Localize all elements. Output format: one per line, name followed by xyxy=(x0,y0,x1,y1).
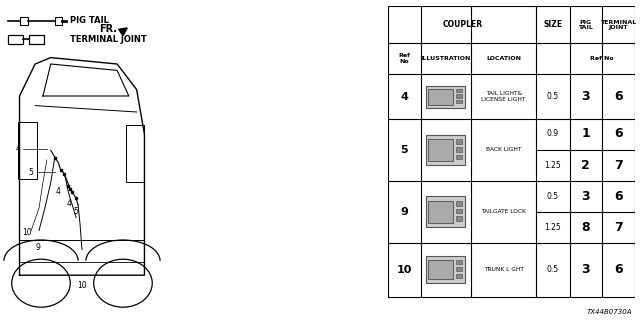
Text: BACK LIGHT: BACK LIGHT xyxy=(486,148,522,153)
Text: 10: 10 xyxy=(397,265,412,275)
Text: 8: 8 xyxy=(581,221,590,234)
Text: 0.5: 0.5 xyxy=(547,265,559,274)
Bar xyxy=(456,216,462,221)
Text: 7: 7 xyxy=(614,221,623,234)
Text: Ref No: Ref No xyxy=(591,56,614,61)
Text: 7: 7 xyxy=(614,159,623,172)
Bar xyxy=(18,122,36,179)
Text: 4: 4 xyxy=(55,188,60,196)
Bar xyxy=(127,125,144,182)
Text: FR.: FR. xyxy=(99,24,117,34)
Text: 1: 1 xyxy=(581,127,590,140)
Bar xyxy=(456,139,462,144)
Text: TAIL LIGHT&
LICENSE LIGHT: TAIL LIGHT& LICENSE LIGHT xyxy=(481,91,526,102)
Text: 0.5: 0.5 xyxy=(547,92,559,101)
Text: TRUNK L GHT: TRUNK L GHT xyxy=(484,267,524,272)
Text: 5: 5 xyxy=(28,168,33,177)
Bar xyxy=(456,155,462,159)
Text: 6: 6 xyxy=(614,263,623,276)
Text: TERMINAL
JOINT: TERMINAL JOINT xyxy=(600,20,636,30)
Bar xyxy=(456,209,462,213)
Text: ILLUSTRATION: ILLUSTRATION xyxy=(420,56,471,61)
Bar xyxy=(456,89,462,92)
Bar xyxy=(456,260,462,264)
Text: 9: 9 xyxy=(401,207,408,217)
Text: 5: 5 xyxy=(74,207,79,216)
Text: 0.5: 0.5 xyxy=(547,192,559,201)
Bar xyxy=(428,89,453,105)
Bar xyxy=(428,139,453,161)
Text: LOCATION: LOCATION xyxy=(486,56,521,61)
Text: 4: 4 xyxy=(401,92,408,102)
Text: 2: 2 xyxy=(581,159,590,172)
Bar xyxy=(19,17,28,25)
Text: 1.25: 1.25 xyxy=(545,223,561,232)
Text: SIZE: SIZE xyxy=(543,20,563,29)
Text: 3: 3 xyxy=(581,263,590,276)
Text: TERMINAL JOINT: TERMINAL JOINT xyxy=(70,35,147,44)
Text: 5: 5 xyxy=(401,145,408,155)
Text: 10: 10 xyxy=(22,228,31,237)
Bar xyxy=(428,260,453,279)
Text: 3: 3 xyxy=(581,190,590,203)
Bar xyxy=(456,94,462,98)
Bar xyxy=(426,256,465,283)
Text: 10: 10 xyxy=(77,281,87,290)
Text: COUPLER: COUPLER xyxy=(442,20,483,29)
Text: 1.25: 1.25 xyxy=(545,161,561,170)
Text: 9: 9 xyxy=(36,244,41,252)
Text: 6: 6 xyxy=(614,127,623,140)
Text: 0.9: 0.9 xyxy=(547,129,559,138)
Bar xyxy=(428,201,453,223)
Text: 4: 4 xyxy=(67,199,72,208)
Bar xyxy=(426,85,465,108)
Bar xyxy=(456,274,462,278)
Text: TAILGATE LOCK: TAILGATE LOCK xyxy=(481,209,526,214)
Text: 6: 6 xyxy=(614,190,623,203)
Bar xyxy=(456,147,462,152)
Bar xyxy=(426,196,465,227)
Bar xyxy=(8,35,22,44)
Text: Ref
No: Ref No xyxy=(399,53,410,64)
Text: 6: 6 xyxy=(614,90,623,103)
Text: 3: 3 xyxy=(581,90,590,103)
Text: 4: 4 xyxy=(15,144,20,153)
Bar xyxy=(426,134,465,165)
Bar xyxy=(456,100,462,103)
Bar xyxy=(456,267,462,271)
Text: PIG
TAIL: PIG TAIL xyxy=(578,20,593,30)
Text: TX44B0730A: TX44B0730A xyxy=(587,309,632,315)
Bar xyxy=(29,35,44,44)
Bar xyxy=(456,201,462,205)
Text: PIG TAIL: PIG TAIL xyxy=(70,16,109,25)
Bar xyxy=(54,17,61,25)
